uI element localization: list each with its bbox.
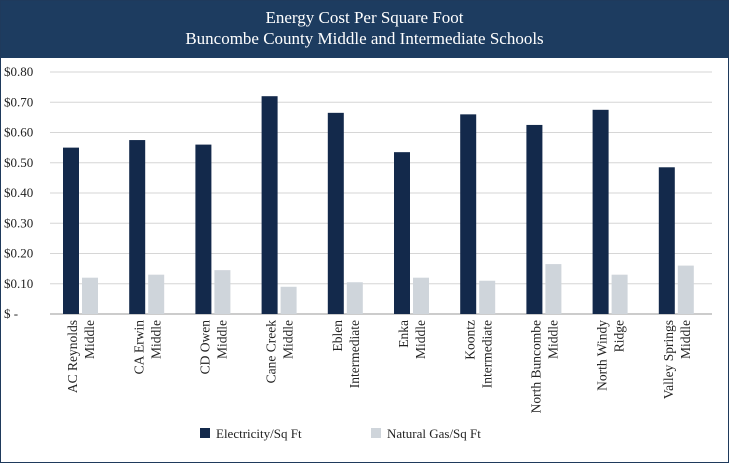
category-label: Middle: [678, 320, 693, 359]
category-label: Ridge: [612, 320, 627, 352]
y-tick-label: $0.50: [4, 155, 33, 170]
title-bar: Energy Cost Per Square Foot Buncombe Cou…: [1, 1, 728, 58]
electricity-bar: [658, 167, 675, 314]
natural-gas-bar: [545, 264, 562, 314]
category-label: Koontz: [462, 320, 477, 360]
natural-gas-bar: [611, 274, 628, 314]
y-tick-label: $0.30: [4, 215, 33, 230]
electricity-bar: [261, 96, 278, 314]
y-tick-label: $0.10: [4, 276, 33, 291]
category-label: Middle: [82, 320, 97, 359]
natural-gas-bar: [214, 270, 231, 314]
category-label: Middle: [148, 320, 163, 359]
y-tick-label: $0.60: [4, 125, 33, 140]
category-label: Intermediate: [479, 320, 494, 388]
category-label: Middle: [413, 320, 428, 359]
electricity-bar: [129, 140, 146, 314]
electricity-bar: [526, 124, 543, 314]
category-label: CD Owen: [198, 320, 213, 375]
natural-gas-bar: [82, 277, 98, 314]
legend-swatch-electricity: [200, 428, 210, 438]
category-label: Enka: [396, 320, 411, 348]
category-label: CA Erwin: [131, 320, 146, 375]
electricity-bar: [63, 147, 79, 314]
category-label: North Windy: [595, 320, 610, 391]
natural-gas-bar: [280, 286, 297, 314]
category-label: North Buncombe: [529, 320, 544, 413]
legend-label-electricity: Electricity/Sq Ft: [216, 426, 302, 441]
category-label: Intermediate: [347, 320, 362, 388]
category-label: Middle: [215, 320, 230, 359]
natural-gas-bar: [148, 274, 165, 314]
category-label: Eblen: [330, 320, 345, 352]
category-label: Middle: [281, 320, 296, 359]
category-label: Valley Springs: [661, 320, 676, 399]
y-tick-label: $0.20: [4, 246, 33, 261]
natural-gas-bar: [677, 265, 694, 314]
electricity-bar: [460, 114, 477, 314]
y-tick-label: $0.40: [4, 185, 33, 200]
natural-gas-bar: [479, 280, 496, 314]
y-tick-label: $0.70: [4, 94, 33, 109]
y-tick-label: $0.80: [4, 64, 33, 79]
electricity-bar: [592, 109, 609, 314]
electricity-bar: [394, 152, 410, 314]
electricity-bar: [195, 144, 212, 314]
y-tick-label: $ -: [4, 306, 18, 321]
legend-label-natural-gas: Natural Gas/Sq Ft: [387, 426, 481, 441]
natural-gas-bar: [413, 277, 429, 314]
category-label: Cane Creek: [264, 320, 279, 384]
legend-swatch-natural-gas: [371, 428, 381, 438]
category-label: AC Reynolds: [65, 320, 80, 393]
chart-subtitle: Buncombe County Middle and Intermediate …: [185, 29, 544, 48]
electricity-bar: [327, 112, 344, 315]
category-label: Middle: [546, 320, 561, 359]
natural-gas-bar: [346, 282, 363, 314]
chart-title: Energy Cost Per Square Foot: [265, 8, 464, 27]
